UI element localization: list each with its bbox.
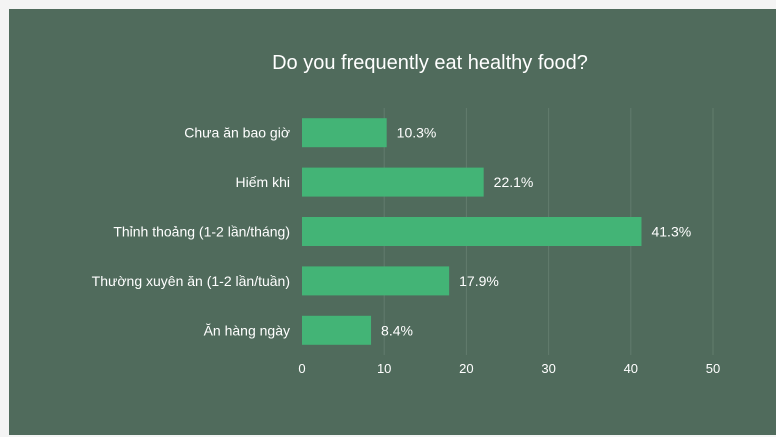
category-label: Thường xuyên ăn (1-2 lần/tuần) (92, 273, 290, 289)
value-label: 10.3% (397, 125, 437, 141)
category-labels: Chưa ăn bao giờ Hiếm khi Thỉnh thoảng (1-2… (92, 125, 290, 339)
bars (302, 118, 642, 345)
value-label: 8.4% (381, 322, 413, 338)
category-label: Chưa ăn bao giờ (184, 125, 290, 141)
value-label: 17.9% (459, 273, 499, 289)
bar (302, 217, 642, 246)
value-labels: 10.3% 22.1% 41.3% 17.9% 8.4% (381, 125, 691, 339)
x-axis-ticks: 0 10 20 30 40 50 (298, 361, 720, 376)
x-tick-label: 30 (541, 361, 555, 376)
x-tick-label: 50 (706, 361, 720, 376)
category-label: Thỉnh thoảng (1-2 lần/tháng) (113, 224, 290, 240)
bar (302, 167, 484, 197)
value-label: 41.3% (651, 224, 691, 240)
bar (302, 315, 372, 345)
bar (302, 118, 387, 148)
x-tick-label: 40 (624, 361, 638, 376)
bar (302, 266, 450, 296)
chart-title: Do you frequently eat healthy food? (272, 52, 588, 74)
x-tick-label: 10 (377, 361, 391, 376)
value-label: 22.1% (494, 174, 534, 190)
x-tick-label: 20 (459, 361, 473, 376)
category-label: Hiếm khi (236, 174, 290, 190)
category-label: Ăn hàng ngày (204, 322, 290, 338)
x-tick-label: 0 (298, 361, 305, 376)
